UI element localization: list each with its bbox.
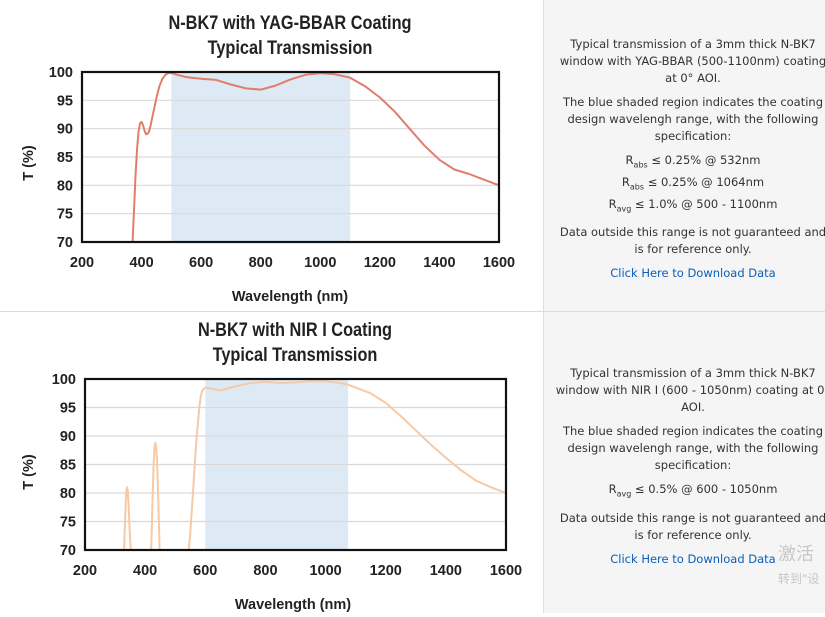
spec-subscript: abs — [633, 160, 648, 170]
chart-cell: N-BK7 with NIR I Coating Typical Transmi… — [0, 312, 543, 613]
watermark-text: 激活 — [778, 544, 814, 565]
y-tick-label: 90 — [60, 429, 76, 445]
y-tick-label: 90 — [57, 122, 73, 138]
x-tick-label: 400 — [129, 255, 153, 271]
spec-symbol: R — [621, 174, 630, 189]
transmission-chart-nir-i: N-BK7 with NIR I Coating Typical Transmi… — [21, 319, 522, 613]
x-tick-label: 1000 — [309, 563, 341, 579]
chart-title-line1: N-BK7 with YAG-BBAR Coating — [168, 12, 411, 33]
y-tick-label: 95 — [57, 93, 73, 109]
spec-value: ≤ 0.25% @ 1064nm — [644, 174, 765, 189]
x-tick-label: 200 — [70, 255, 94, 271]
x-tick-label: 1000 — [304, 255, 336, 271]
info-description: Typical transmission of a 3mm thick N-BK… — [559, 37, 825, 85]
x-tick-label: 1200 — [370, 563, 402, 579]
x-tick-label: 1600 — [490, 563, 522, 579]
plot-frame — [83, 377, 508, 552]
y-axis-label: T (%) — [21, 145, 37, 181]
x-tick-label: 1400 — [430, 563, 462, 579]
spec-line: Rabs ≤ 0.25% @ 1064nm — [554, 174, 825, 196]
watermark-subtext: 转到"设 — [778, 572, 820, 586]
info-text: Typical transmission of a 3mm thick N-BK… — [554, 365, 825, 575]
spec-list: Rabs ≤ 0.25% @ 532nm Rabs ≤ 0.25% @ 1064n… — [554, 152, 825, 217]
series-line — [187, 380, 507, 550]
spec-symbol: R — [608, 196, 617, 211]
spec-value: ≤ 0.25% @ 532nm — [647, 153, 761, 167]
spec-symbol: R — [625, 153, 634, 167]
x-tick-label: 600 — [193, 563, 217, 579]
info-text: Typical transmission of a 3mm thick N-BK… — [554, 36, 825, 289]
plot-area: 70 75 80 85 90 95 100 200 400 600 800 1000 1200 1400 1… — [49, 65, 515, 271]
spec-symbol: R — [608, 482, 617, 496]
info-band-description: The blue shaded region indicates the coa… — [562, 424, 824, 472]
chart-title-line2: Typical Transmission — [208, 37, 373, 58]
y-tick-label: 80 — [60, 486, 76, 502]
spec-subscript: avg — [616, 489, 632, 499]
y-tick-label: 75 — [57, 207, 73, 223]
y-tick-label: 70 — [60, 543, 76, 559]
y-tick-label: 85 — [57, 150, 73, 166]
download-data-link[interactable]: Click Here to Download Data — [610, 551, 776, 566]
y-tick-label: 80 — [57, 178, 73, 194]
x-tick-label: 800 — [253, 563, 277, 579]
x-tick-label: 400 — [133, 563, 157, 579]
plot-area: 70 75 80 85 90 95 100 200 400 600 800 1000 1200 1400 1… — [52, 372, 522, 579]
info-disclaimer: Data outside this range is not guarantee… — [559, 225, 825, 257]
x-tick-label: 1400 — [423, 255, 455, 271]
y-tick-label: 75 — [60, 515, 76, 531]
spec-list: Ravg ≤ 0.5% @ 600 - 1050nm — [554, 481, 825, 503]
chart-row-yag-bbar: N-BK7 with YAG-BBAR Coating Typical Tran… — [0, 0, 825, 311]
y-tick-label: 100 — [52, 372, 76, 388]
chart-row-nir-i: N-BK7 with NIR I Coating Typical Transmi… — [0, 312, 825, 613]
y-tick-label: 85 — [60, 458, 76, 474]
series-line — [150, 441, 161, 550]
spec-subscript: avg — [616, 203, 632, 213]
y-tick-label: 70 — [57, 235, 73, 251]
download-data-link[interactable]: Click Here to Download Data — [610, 266, 776, 281]
spec-line: Rabs ≤ 0.25% @ 532nm — [554, 152, 825, 174]
spec-line: Ravg ≤ 1.0% @ 500 - 1100nm — [554, 196, 825, 218]
x-axis-label: Wavelength (nm) — [232, 289, 348, 305]
x-tick-label: 200 — [73, 563, 97, 579]
chart-title-line2: Typical Transmission — [213, 344, 378, 365]
info-panel: Typical transmission of a 3mm thick N-BK… — [543, 312, 825, 613]
x-tick-label: 1600 — [483, 255, 515, 271]
series-line — [123, 486, 132, 550]
x-tick-label: 1200 — [364, 255, 396, 271]
spec-subscript: abs — [629, 182, 645, 192]
y-axis-label: T (%) — [21, 454, 37, 490]
info-description: Typical transmission of a 3mm thick N-BK… — [555, 366, 825, 414]
x-tick-label: 600 — [189, 255, 213, 271]
x-tick-label: 800 — [249, 255, 273, 271]
plot-frame — [80, 70, 501, 244]
info-panel: Typical transmission of a 3mm thick N-BK… — [543, 0, 825, 311]
transmission-chart-yag-bbar: N-BK7 with YAG-BBAR Coating Typical Tran… — [21, 12, 515, 305]
series-line — [131, 72, 500, 242]
row-divider — [0, 311, 825, 312]
spec-line: Ravg ≤ 0.5% @ 600 - 1050nm — [554, 481, 825, 503]
info-disclaimer: Data outside this range is not guarantee… — [559, 510, 825, 542]
y-tick-label: 95 — [60, 401, 76, 417]
info-band-description: The blue shaded region indicates the coa… — [562, 95, 824, 143]
y-tick-label: 100 — [49, 65, 73, 81]
x-axis-label: Wavelength (nm) — [235, 597, 351, 613]
spec-value: ≤ 0.5% @ 600 - 1050nm — [631, 482, 778, 496]
chart-cell: N-BK7 with YAG-BBAR Coating Typical Tran… — [0, 0, 543, 311]
spec-value: ≤ 1.0% @ 500 - 1100nm — [631, 196, 778, 211]
chart-title-line1: N-BK7 with NIR I Coating — [198, 319, 392, 340]
